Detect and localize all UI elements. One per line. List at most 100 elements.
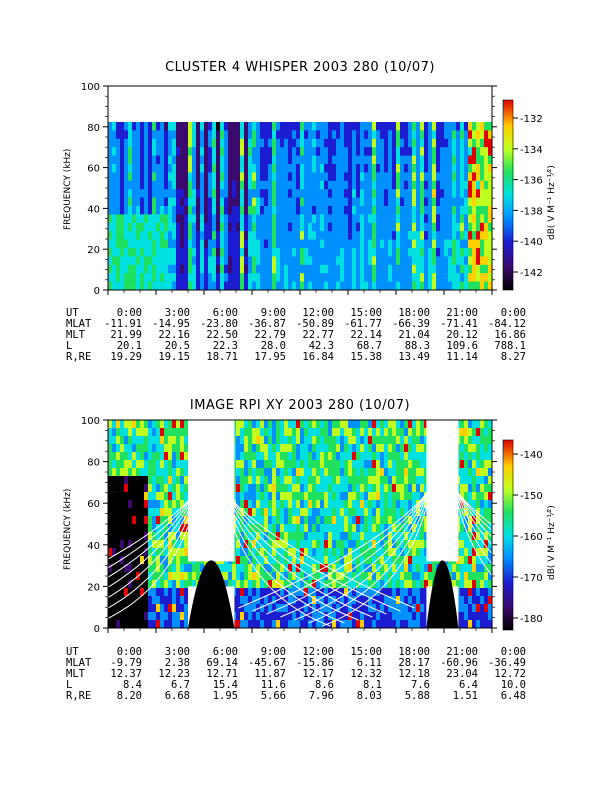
spectrogram-cell bbox=[132, 231, 137, 240]
spectrogram-cell bbox=[228, 264, 233, 274]
spectrogram-cell bbox=[228, 164, 233, 173]
spectrogram-cell bbox=[108, 264, 113, 274]
spectrogram-cell bbox=[340, 147, 345, 156]
spectrogram-cell bbox=[476, 281, 481, 291]
spectrogram-cell bbox=[364, 540, 369, 549]
spectrogram-cell bbox=[320, 532, 325, 541]
spectrogram-cell bbox=[384, 556, 389, 565]
spectrogram-cell bbox=[380, 231, 385, 240]
spectrogram-cell bbox=[452, 197, 457, 207]
spectrogram-cell bbox=[400, 256, 405, 266]
spectrogram-cell bbox=[112, 130, 117, 140]
spectrogram-cell bbox=[420, 248, 425, 257]
spectrogram-cell bbox=[184, 239, 189, 249]
spectrogram-cell bbox=[332, 436, 337, 445]
spectrogram-cell bbox=[156, 524, 161, 533]
spectrogram-cell bbox=[396, 420, 401, 429]
spectrogram-cell bbox=[360, 612, 365, 621]
spectrogram-cell bbox=[324, 556, 329, 565]
spectrogram-cell bbox=[232, 564, 237, 573]
spectrogram-cell bbox=[280, 500, 285, 509]
spectrogram-cell bbox=[224, 172, 229, 182]
orbit-row-label: MLAT bbox=[66, 318, 92, 330]
spectrogram-cell bbox=[308, 214, 313, 224]
spectrogram-cell bbox=[124, 130, 129, 140]
spectrogram-cell bbox=[408, 444, 413, 453]
spectrogram-cell bbox=[484, 540, 489, 549]
spectrogram-cell bbox=[404, 130, 409, 140]
spectrogram-cell bbox=[148, 540, 153, 549]
spectrogram-cell bbox=[264, 197, 269, 207]
spectrogram-cell bbox=[196, 231, 201, 240]
spectrogram-cell bbox=[252, 197, 257, 207]
spectrogram-cell bbox=[364, 147, 369, 156]
spectrogram-cell bbox=[464, 248, 469, 257]
spectrogram-cell bbox=[176, 556, 181, 565]
spectrogram-cell bbox=[180, 532, 185, 541]
spectrogram-cell bbox=[336, 197, 341, 207]
orbit-row-label: MLT bbox=[66, 668, 85, 680]
spectrogram-cell bbox=[344, 596, 349, 605]
spectrogram-cell bbox=[264, 155, 269, 165]
spectrogram-cell bbox=[344, 222, 349, 232]
spectrogram-cell bbox=[476, 460, 481, 469]
spectrogram-cell bbox=[116, 604, 121, 613]
spectrogram-cell bbox=[236, 281, 241, 291]
spectrogram-cell bbox=[192, 164, 197, 173]
spectrogram-cell bbox=[440, 138, 445, 148]
spectrogram-cell bbox=[112, 155, 117, 165]
spectrogram-cell bbox=[344, 468, 349, 477]
spectrogram-cell bbox=[348, 248, 353, 257]
spectrogram-cell bbox=[392, 620, 397, 629]
spectrogram-cell bbox=[472, 155, 477, 165]
spectrogram-cell bbox=[176, 476, 181, 485]
spectrogram-cell bbox=[160, 172, 165, 182]
spectrogram-cell bbox=[364, 476, 369, 485]
spectrogram-cell bbox=[328, 452, 333, 461]
spectrogram-cell bbox=[328, 231, 333, 240]
spectrogram-cell bbox=[448, 231, 453, 240]
spectrogram-cell bbox=[360, 420, 365, 429]
spectrogram-cell bbox=[332, 428, 337, 437]
spectrogram-cell bbox=[248, 164, 253, 173]
spectrogram-cell bbox=[148, 564, 153, 573]
spectrogram-cell bbox=[476, 138, 481, 148]
spectrogram-cell bbox=[184, 164, 189, 173]
spectrogram-cell bbox=[184, 572, 189, 581]
spectrogram-cell bbox=[160, 564, 165, 573]
spectrogram-cell bbox=[264, 620, 269, 629]
spectrogram-cell bbox=[208, 264, 213, 274]
spectrogram-cell bbox=[132, 239, 137, 249]
spectrogram-cell bbox=[140, 588, 145, 597]
spectrogram-cell bbox=[408, 147, 413, 156]
spectrogram-cell bbox=[456, 281, 461, 291]
spectrogram-cell bbox=[164, 130, 169, 140]
spectrogram-cell bbox=[284, 436, 289, 445]
spectrogram-cell bbox=[276, 155, 281, 165]
spectrogram-cell bbox=[248, 540, 253, 549]
spectrogram-cell bbox=[264, 484, 269, 493]
spectrogram-cell bbox=[120, 248, 125, 257]
spectrogram-cell bbox=[404, 239, 409, 249]
spectrogram-cell bbox=[456, 122, 461, 131]
spectrogram-cell bbox=[352, 231, 357, 240]
spectrogram-cell bbox=[300, 484, 305, 493]
orbit-value: 20.1 bbox=[116, 340, 142, 352]
spectrogram-cell bbox=[204, 264, 209, 274]
spectrogram-cell bbox=[488, 222, 493, 232]
spectrogram-cell bbox=[336, 214, 341, 224]
spectrogram-cell bbox=[332, 612, 337, 621]
spectrogram-cell bbox=[388, 484, 393, 493]
spectrogram-cell bbox=[212, 239, 217, 249]
spectrogram-cell bbox=[164, 222, 169, 232]
spectrogram-cell bbox=[376, 468, 381, 477]
spectrogram-cell bbox=[252, 248, 257, 257]
spectrogram-cell bbox=[476, 492, 481, 501]
spectrogram-cell bbox=[356, 444, 361, 453]
spectrogram-cell bbox=[296, 428, 301, 437]
spectrogram-cell bbox=[160, 180, 165, 190]
spectrogram-cell bbox=[336, 273, 341, 282]
spectrogram-cell bbox=[444, 248, 449, 257]
spectrogram-cell bbox=[112, 189, 117, 198]
spectrogram-cell bbox=[220, 197, 225, 207]
